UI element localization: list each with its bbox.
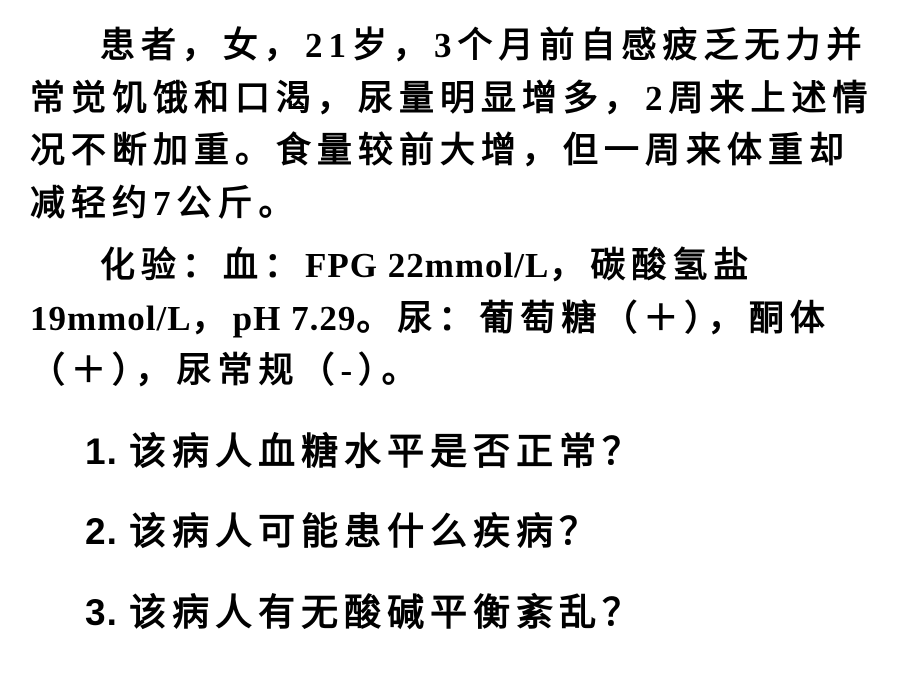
question-1-number: 1. [85, 431, 129, 472]
lab-prefix: 化验：血： [100, 246, 305, 285]
question-3-text: 该病人有无酸碱平衡紊乱？ [129, 593, 645, 634]
question-3: 3. 该病人有无酸碱平衡紊乱？ [30, 587, 890, 640]
case-paragraph-1: 患者，女，21岁，3个月前自感疲乏无力并常觉饥饿和口渴，尿量明显增多，2周来上述… [30, 20, 890, 230]
comma-1: ， [192, 299, 233, 338]
question-3-number: 3. [85, 592, 129, 633]
ph-value: pH 7.29 [233, 299, 357, 338]
question-2: 2. 该病人可能患什么疾病？ [30, 506, 890, 559]
question-2-number: 2. [85, 511, 129, 552]
fpg-value: FPG 22mmol/L [305, 246, 549, 285]
case-paragraph-2: 化验：血：FPG 22mmol/L，碳酸氢盐19mmol/L，pH 7.29。尿… [30, 240, 890, 398]
lab-mid1: ，碳酸氢盐 [549, 246, 754, 285]
question-1: 1. 该病人血糖水平是否正常？ [30, 426, 890, 479]
bicarb-value: 19mmol/L [30, 299, 192, 338]
question-2-text: 该病人可能患什么疾病？ [129, 512, 602, 553]
question-1-text: 该病人血糖水平是否正常？ [129, 432, 645, 473]
